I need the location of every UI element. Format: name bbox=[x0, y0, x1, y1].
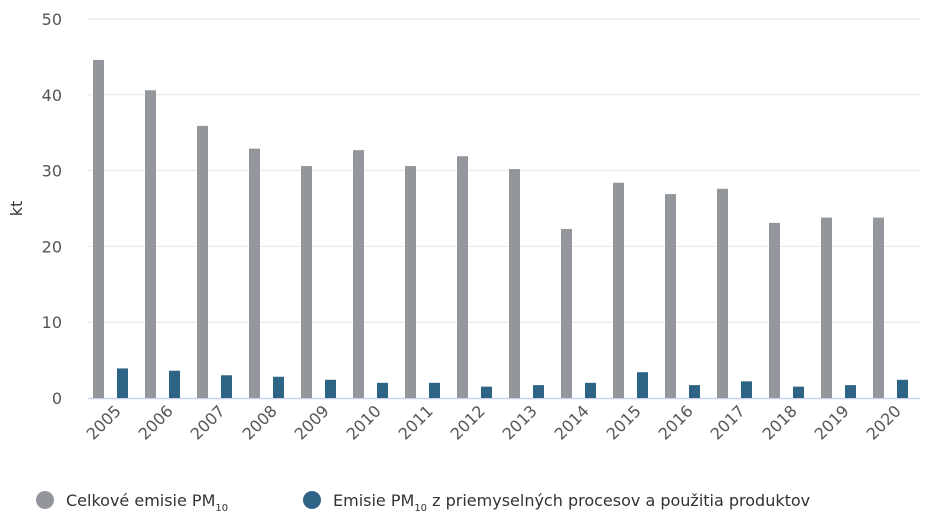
legend-marker bbox=[36, 491, 54, 509]
y-tick-label: 30 bbox=[42, 162, 62, 181]
bar-total-2010[interactable] bbox=[353, 150, 364, 398]
x-tick-label: 2015 bbox=[603, 401, 645, 443]
x-tick-label: 2010 bbox=[343, 401, 385, 443]
bar-industrial-2005[interactable] bbox=[117, 368, 128, 398]
legend-item-industrial[interactable]: Emisie PM10 z priemyselných procesov a p… bbox=[303, 491, 810, 514]
y-tick-label: 0 bbox=[52, 389, 62, 408]
x-tick-label: 2006 bbox=[135, 401, 177, 443]
bar-total-2015[interactable] bbox=[613, 182, 624, 398]
bar-industrial-2012[interactable] bbox=[481, 386, 492, 398]
legend[interactable]: Celkové emisie PM10 Emisie PM10 z priemys… bbox=[36, 491, 810, 514]
bar-total-2012[interactable] bbox=[457, 156, 468, 398]
bar-industrial-2018[interactable] bbox=[793, 386, 804, 398]
legend-label-main: Emisie PM bbox=[333, 491, 414, 510]
x-tick-label: 2016 bbox=[655, 401, 697, 443]
bar-industrial-2016[interactable] bbox=[689, 385, 700, 398]
bar-total-2018[interactable] bbox=[769, 222, 780, 398]
x-tick-label: 2014 bbox=[551, 401, 593, 443]
legend-label-rest: z priemyselných procesov a použitia prod… bbox=[427, 491, 810, 510]
bar-industrial-2013[interactable] bbox=[533, 385, 544, 398]
bar-industrial-2015[interactable] bbox=[637, 372, 648, 398]
bar-total-2008[interactable] bbox=[249, 148, 260, 398]
x-tick-label: 2009 bbox=[291, 401, 333, 443]
bar-total-2014[interactable] bbox=[561, 228, 572, 398]
bar-industrial-2019[interactable] bbox=[845, 385, 856, 398]
bar-total-2006[interactable] bbox=[145, 90, 156, 398]
bar-industrial-2014[interactable] bbox=[585, 382, 596, 398]
legend-label: Emisie PM10 z priemyselných procesov a p… bbox=[333, 491, 810, 514]
x-tick-label: 2012 bbox=[447, 401, 489, 443]
bar-industrial-2007[interactable] bbox=[221, 375, 232, 398]
legend-marker bbox=[303, 491, 321, 509]
y-tick-label: 40 bbox=[42, 86, 62, 105]
bar-industrial-2006[interactable] bbox=[169, 370, 180, 398]
legend-item-total[interactable]: Celkové emisie PM10 bbox=[36, 491, 228, 514]
x-tick-label: 2018 bbox=[759, 401, 801, 443]
legend-label-subscript: 10 bbox=[414, 503, 427, 514]
y-tick-label: 10 bbox=[42, 313, 62, 332]
bar-industrial-2011[interactable] bbox=[429, 382, 440, 398]
bar-total-2019[interactable] bbox=[821, 217, 832, 398]
x-tick-label: 2007 bbox=[187, 401, 229, 443]
legend-label: Celkové emisie PM10 bbox=[66, 491, 228, 514]
y-tick-label: 50 bbox=[42, 10, 62, 29]
x-tick-label: 2017 bbox=[707, 401, 749, 443]
legend-label-subscript: 10 bbox=[215, 503, 228, 514]
bars bbox=[93, 59, 908, 399]
bar-industrial-2009[interactable] bbox=[325, 379, 336, 398]
x-tick-label: 2019 bbox=[811, 401, 853, 443]
y-axis-title: kt bbox=[7, 201, 26, 217]
x-tick-label: 2011 bbox=[395, 401, 437, 443]
x-tick-label: 2005 bbox=[83, 401, 125, 443]
bar-total-2011[interactable] bbox=[405, 166, 416, 398]
x-axis-ticks: 2005 2006 2007 2008 2009 2010 2011 2012 2013 2014… bbox=[83, 401, 905, 443]
bar-total-2020[interactable] bbox=[873, 217, 884, 398]
y-tick-label: 20 bbox=[42, 237, 62, 256]
legend-label-main: Celkové emisie PM bbox=[66, 491, 215, 510]
x-tick-label: 2008 bbox=[239, 401, 281, 443]
bar-total-2016[interactable] bbox=[665, 194, 676, 398]
bar-industrial-2010[interactable] bbox=[377, 382, 388, 398]
x-tick-label: 2020 bbox=[863, 401, 905, 443]
x-tick-label: 2013 bbox=[499, 401, 541, 443]
bar-industrial-2020[interactable] bbox=[897, 379, 908, 398]
gridlines bbox=[88, 18, 920, 400]
bar-total-2005[interactable] bbox=[93, 59, 104, 398]
bar-total-2009[interactable] bbox=[301, 166, 312, 398]
bar-total-2017[interactable] bbox=[717, 188, 728, 398]
y-axis-ticks: 0 10 20 30 40 50 bbox=[42, 10, 62, 408]
bar-total-2013[interactable] bbox=[509, 169, 520, 398]
bar-industrial-2008[interactable] bbox=[273, 376, 284, 398]
bar-industrial-2017[interactable] bbox=[741, 381, 752, 398]
bar-total-2007[interactable] bbox=[197, 125, 208, 399]
